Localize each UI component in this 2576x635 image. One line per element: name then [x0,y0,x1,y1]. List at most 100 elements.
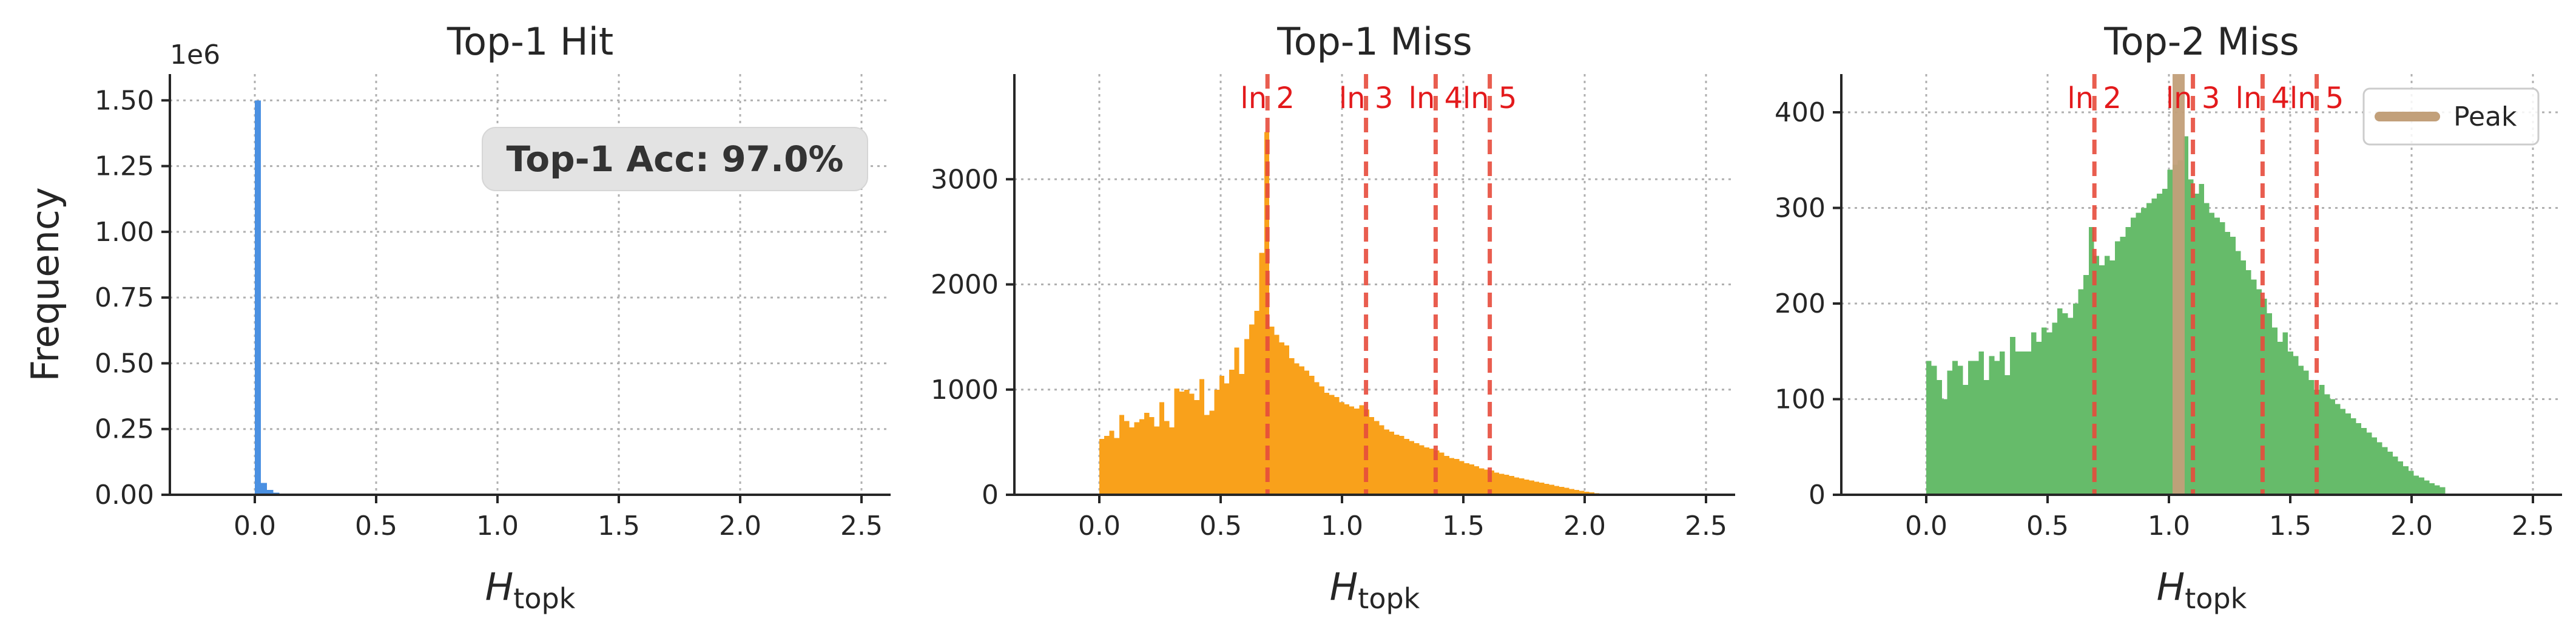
histogram-bar [1564,487,1570,495]
accuracy-box [482,127,868,191]
histogram-bar [1234,347,1239,495]
histogram-bar [1374,421,1380,495]
histogram-bar [2387,452,2393,495]
histogram-bar [2219,222,2225,495]
histogram-bar [1957,365,1963,495]
histogram-bar [1274,334,1280,495]
y-tick-label: 200 [1775,288,1826,319]
histogram-bar [2015,351,2021,495]
histogram-bar [1519,478,1525,495]
histogram-bar [1584,491,1590,495]
y-tick-label: 0 [1809,480,1826,511]
histogram-bar [2026,351,2031,495]
histogram-bar [2398,461,2404,495]
x-tick-label: 2.0 [2390,511,2433,542]
histogram-bar [1269,326,1275,495]
histogram-bar [1454,459,1460,495]
histogram-bar [1359,405,1364,495]
histogram-bar [2078,289,2084,495]
histogram-bar [2083,274,2089,495]
histogram-bar [1399,435,1404,495]
histogram-bar [1124,421,1130,495]
histogram-bar [255,100,261,495]
y-tick-label: 1.00 [95,217,154,248]
histogram-bar [2419,477,2424,495]
histogram-bar [2209,212,2215,495]
histogram-bar [1174,389,1179,495]
histogram-bar [1184,389,1190,495]
histogram-bar [2392,457,2398,495]
histogram-bar [2031,332,2037,495]
histogram-bar [2324,394,2330,495]
histogram-bar [1179,392,1185,495]
accuracy-annotation: Top-1 Acc: 97.0% [506,138,843,180]
histogram-bar [2314,389,2319,495]
histogram-bar [1474,466,1480,495]
histogram-bar [2120,236,2126,495]
x-tick-label: 2.5 [1685,511,1727,542]
histogram-bar [1204,415,1210,495]
histogram-bar [2366,432,2372,495]
histogram-bar [1394,435,1400,495]
histogram-bar [2052,322,2057,495]
chart-title: Top-1 Hit [447,19,613,64]
histogram-bar [1994,361,2000,495]
histogram-bar [2330,399,2335,495]
histogram-bar [1514,477,1520,495]
histogram-bar [1314,382,1320,495]
y-scale-multiplier: 1e6 [170,39,220,70]
histogram-bar [2130,217,2136,495]
histogram-bar [1159,402,1165,495]
histogram-bar [1479,468,1485,495]
x-tick-label: 1.5 [598,511,640,542]
y-tick-label: 300 [1775,193,1826,224]
histogram-bar [1464,463,1469,495]
histogram-bar [1219,376,1224,495]
chart-title: Top-2 Miss [2103,19,2299,64]
histogram-bar [1119,415,1125,495]
histogram-bar [1559,487,1565,495]
histogram-bar [1549,484,1554,495]
histogram-bar [1963,384,1969,495]
histogram-bar [2020,351,2026,495]
histogram-bar [261,483,268,495]
x-tick-label: 2.5 [840,511,883,542]
histogram-bar [1164,421,1170,495]
histogram-bar [1544,483,1549,495]
histogram-bar [1484,469,1489,495]
y-axis-label: Frequency [23,187,67,381]
histogram-bar [2340,409,2346,495]
x-tick-label: 2.5 [2512,511,2554,542]
histogram-bar [2183,136,2188,495]
x-tick-label: 1.5 [2269,511,2311,542]
histogram-bars [1099,132,1599,495]
histogram-bar [1424,447,1429,495]
histogram-bar [2377,442,2382,495]
histogram-bar [1379,425,1384,495]
histogram-bar [2141,208,2146,495]
histogram-bar [2304,370,2309,495]
histogram-bar [2372,437,2378,495]
histogram-bar [1334,396,1340,495]
y-tick-label: 0.50 [95,348,154,379]
histogram-bar [2256,289,2262,495]
ln-reference-label: ln 2 [1240,81,1295,115]
histogram-bar [2345,413,2351,495]
histogram-bar [2036,342,2042,495]
ln-reference-label: ln 2 [2067,81,2122,115]
histogram-bar [1952,361,1958,495]
histogram-bar [1469,464,1474,495]
histogram-bar [1289,358,1295,495]
x-tick-label: 0.5 [2026,511,2069,542]
histogram-bar [1264,132,1270,495]
histogram-bar [1931,365,1937,495]
histogram-bar [1319,386,1324,495]
panel-top1-hit: 0.0 0.5 1.0 1.5 2.0 2.5 0.00 0.25 0.50 0.75 1.00 1.… [23,19,891,615]
histogram-bar [1244,339,1250,495]
histogram-bar [1409,441,1415,495]
histogram-bar [267,490,274,495]
histogram-bar [1404,439,1409,495]
x-tick-label: 1.5 [1442,511,1485,542]
y-tick-label: 0 [982,480,999,511]
histogram-bar [2356,423,2362,495]
